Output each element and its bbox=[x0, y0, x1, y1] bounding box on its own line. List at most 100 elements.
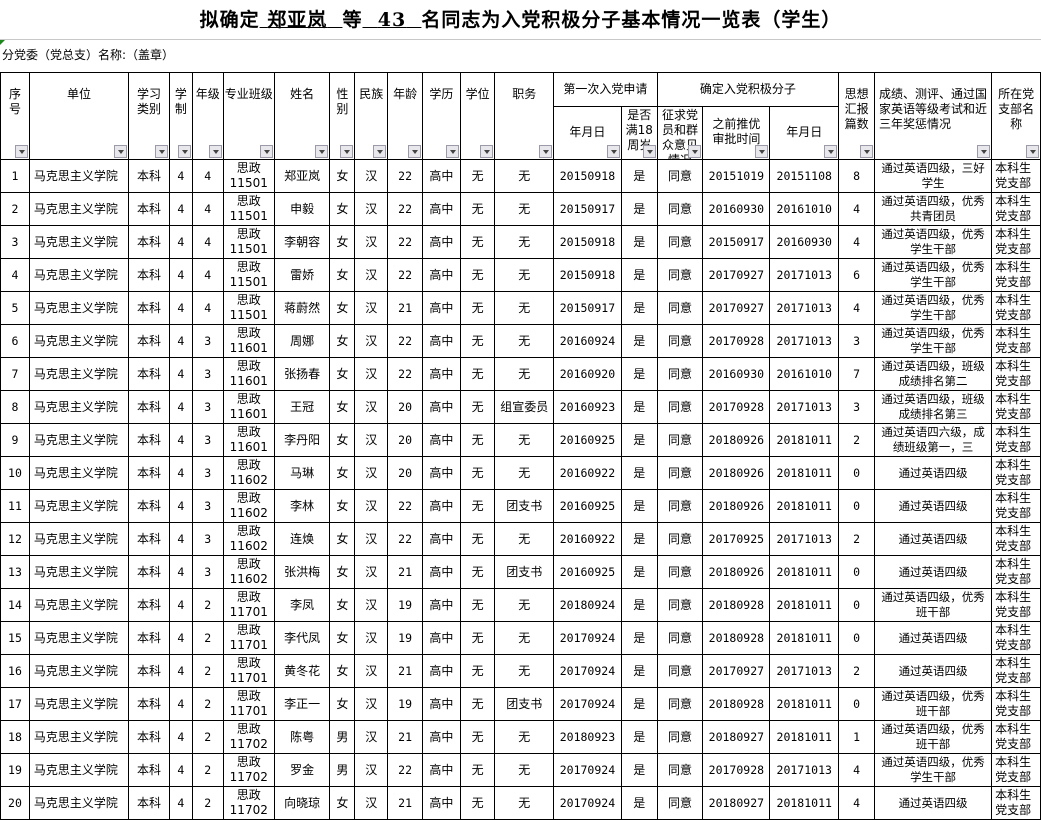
cell-education[interactable]: 高中 bbox=[421, 588, 461, 622]
cell-age[interactable]: 21 bbox=[387, 291, 423, 325]
filter-button[interactable] bbox=[539, 145, 552, 158]
cell-ethnicity[interactable]: 汉 bbox=[354, 654, 389, 688]
cell-grade[interactable]: 4 bbox=[191, 291, 224, 325]
cell-awards[interactable]: 通过英语四级，三好学生 bbox=[873, 159, 993, 193]
cell-position[interactable]: 无 bbox=[494, 654, 554, 688]
cell-over18[interactable]: 是 bbox=[620, 720, 658, 754]
cell-confirm-date[interactable]: 20171013 bbox=[769, 291, 840, 325]
cell-education[interactable]: 高中 bbox=[421, 753, 461, 787]
cell-unit[interactable]: 马克思主义学院 bbox=[28, 687, 130, 721]
cell-unit[interactable]: 马克思主义学院 bbox=[28, 159, 130, 193]
cell-confirm-date[interactable]: 20171013 bbox=[769, 390, 840, 424]
cell-education[interactable]: 高中 bbox=[421, 621, 461, 655]
cell-branch[interactable]: 本科生党支部 bbox=[991, 225, 1041, 259]
cell-over18[interactable]: 是 bbox=[620, 258, 658, 292]
cell-study-type[interactable]: 本科 bbox=[128, 687, 170, 721]
cell-confirm-date[interactable]: 20181011 bbox=[769, 456, 840, 490]
cell-gender[interactable]: 男 bbox=[329, 720, 356, 754]
cell-reports[interactable]: 2 bbox=[838, 654, 875, 688]
cell-awards[interactable]: 通过英语四级，优秀学生干部 bbox=[873, 225, 993, 259]
cell-awards[interactable]: 通过英语四级，优秀学生干部 bbox=[873, 258, 993, 292]
cell-class[interactable]: 思政11501 bbox=[222, 159, 275, 193]
cell-over18[interactable]: 是 bbox=[620, 423, 658, 457]
cell-opinion[interactable]: 同意 bbox=[656, 291, 704, 325]
filter-button[interactable] bbox=[14, 145, 28, 158]
cell-awards[interactable]: 通过英语四级，班级成绩排名第二 bbox=[873, 357, 993, 391]
cell-name[interactable]: 向晓琼 bbox=[273, 786, 331, 820]
cell-branch[interactable]: 本科生党支部 bbox=[991, 654, 1041, 688]
cell-duration[interactable]: 4 bbox=[168, 159, 193, 193]
cell-reports[interactable]: 7 bbox=[838, 357, 875, 391]
cell-name[interactable]: 李正一 bbox=[273, 687, 331, 721]
cell-gender[interactable]: 女 bbox=[329, 192, 356, 226]
cell-education[interactable]: 高中 bbox=[421, 357, 461, 391]
cell-over18[interactable]: 是 bbox=[620, 786, 658, 820]
cell-gender[interactable]: 女 bbox=[329, 258, 356, 292]
cell-degree[interactable]: 无 bbox=[459, 192, 496, 226]
cell-opinion[interactable]: 同意 bbox=[656, 522, 704, 556]
cell-unit[interactable]: 马克思主义学院 bbox=[28, 720, 130, 754]
filter-button[interactable] bbox=[755, 145, 769, 158]
cell-confirm-date[interactable]: 20181011 bbox=[769, 588, 840, 622]
filter-button[interactable] bbox=[480, 145, 494, 158]
cell-age[interactable]: 19 bbox=[387, 588, 423, 622]
cell-class[interactable]: 思政11501 bbox=[222, 258, 275, 292]
cell-name[interactable]: 李代凤 bbox=[273, 621, 331, 655]
cell-grade[interactable]: 4 bbox=[191, 159, 224, 193]
cell-seq[interactable]: 15 bbox=[0, 621, 30, 655]
cell-prior-approval[interactable]: 20151019 bbox=[702, 159, 771, 193]
cell-seq[interactable]: 8 bbox=[0, 390, 30, 424]
cell-age[interactable]: 22 bbox=[387, 258, 423, 292]
cell-awards[interactable]: 通过英语四级，班级成绩排名第三 bbox=[873, 390, 993, 424]
filter-button[interactable] bbox=[688, 145, 702, 158]
cell-branch[interactable]: 本科生党支部 bbox=[991, 258, 1041, 292]
cell-grade[interactable]: 3 bbox=[191, 390, 224, 424]
cell-first-app-date[interactable]: 20150918 bbox=[553, 225, 622, 259]
cell-branch[interactable]: 本科生党支部 bbox=[991, 291, 1041, 325]
cell-over18[interactable]: 是 bbox=[620, 192, 658, 226]
cell-duration[interactable]: 4 bbox=[168, 786, 193, 820]
cell-degree[interactable]: 无 bbox=[459, 258, 496, 292]
cell-duration[interactable]: 4 bbox=[168, 489, 193, 523]
cell-awards[interactable]: 通过英语四级，优秀学生干部 bbox=[873, 753, 993, 787]
cell-awards[interactable]: 通过英语四级，优秀共青团员 bbox=[873, 192, 993, 226]
cell-study-type[interactable]: 本科 bbox=[128, 456, 170, 490]
cell-awards[interactable]: 通过英语四级 bbox=[873, 555, 993, 589]
cell-ethnicity[interactable]: 汉 bbox=[354, 522, 389, 556]
cell-name[interactable]: 李凤 bbox=[273, 588, 331, 622]
cell-education[interactable]: 高中 bbox=[421, 291, 461, 325]
cell-awards[interactable]: 通过英语四级 bbox=[873, 522, 993, 556]
cell-first-app-date[interactable]: 20180923 bbox=[553, 720, 622, 754]
cell-gender[interactable]: 女 bbox=[329, 687, 356, 721]
cell-awards[interactable]: 通过英语四级 bbox=[873, 654, 993, 688]
cell-unit[interactable]: 马克思主义学院 bbox=[28, 423, 130, 457]
cell-seq[interactable]: 10 bbox=[0, 456, 30, 490]
cell-confirm-date[interactable]: 20181011 bbox=[769, 786, 840, 820]
cell-unit[interactable]: 马克思主义学院 bbox=[28, 357, 130, 391]
cell-grade[interactable]: 2 bbox=[191, 687, 224, 721]
cell-duration[interactable]: 4 bbox=[168, 423, 193, 457]
cell-opinion[interactable]: 同意 bbox=[656, 456, 704, 490]
cell-degree[interactable]: 无 bbox=[459, 390, 496, 424]
cell-ethnicity[interactable]: 汉 bbox=[354, 621, 389, 655]
cell-over18[interactable]: 是 bbox=[620, 291, 658, 325]
cell-name[interactable]: 雷娇 bbox=[273, 258, 331, 292]
cell-reports[interactable]: 3 bbox=[838, 390, 875, 424]
cell-awards[interactable]: 通过英语四级，优秀学生干部 bbox=[873, 291, 993, 325]
cell-education[interactable]: 高中 bbox=[421, 786, 461, 820]
cell-age[interactable]: 21 bbox=[387, 786, 423, 820]
cell-unit[interactable]: 马克思主义学院 bbox=[28, 291, 130, 325]
filter-button[interactable] bbox=[445, 145, 459, 158]
cell-duration[interactable]: 4 bbox=[168, 192, 193, 226]
cell-position[interactable]: 无 bbox=[494, 588, 554, 622]
cell-branch[interactable]: 本科生党支部 bbox=[991, 423, 1041, 457]
cell-opinion[interactable]: 同意 bbox=[656, 489, 704, 523]
cell-grade[interactable]: 2 bbox=[191, 753, 224, 787]
cell-ethnicity[interactable]: 汉 bbox=[354, 291, 389, 325]
cell-confirm-date[interactable]: 20161010 bbox=[769, 357, 840, 391]
cell-reports[interactable]: 8 bbox=[838, 159, 875, 193]
cell-education[interactable]: 高中 bbox=[421, 654, 461, 688]
cell-grade[interactable]: 3 bbox=[191, 423, 224, 457]
cell-gender[interactable]: 女 bbox=[329, 522, 356, 556]
cell-degree[interactable]: 无 bbox=[459, 555, 496, 589]
